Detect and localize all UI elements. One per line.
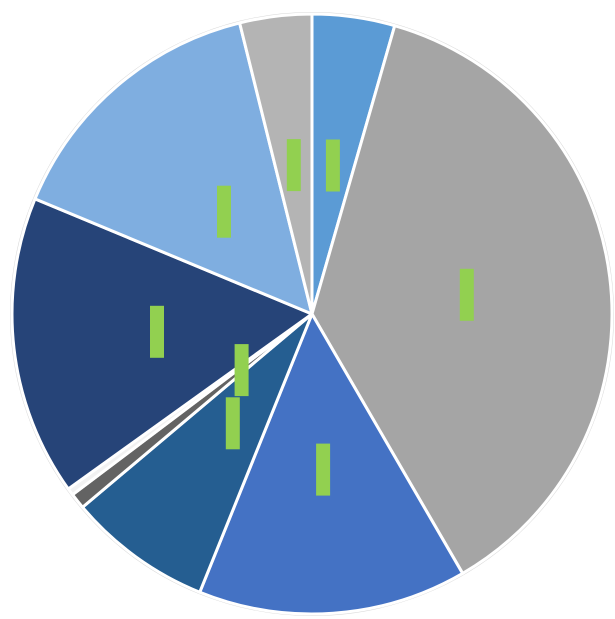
data-label-7 [217,185,231,238]
data-label-1 [325,139,340,192]
pie-slice-9 [238,12,314,316]
data-label-marker [459,268,474,321]
pie-slice-8 [33,21,314,316]
data-label-marker [286,139,301,192]
data-label-marker [225,397,240,450]
data-label-8 [286,139,301,192]
data-label-5 [234,344,249,397]
pie-slice-3 [198,312,465,616]
data-label-3 [316,443,331,496]
data-label-marker [316,443,331,496]
data-label-6 [150,305,164,358]
data-label-4 [225,397,240,450]
data-label-marker [234,344,249,397]
data-label-marker [150,305,164,358]
pie-slice-4 [81,312,314,594]
data-label-2 [459,268,474,321]
data-label-marker [217,185,231,238]
data-label-marker [325,139,340,192]
